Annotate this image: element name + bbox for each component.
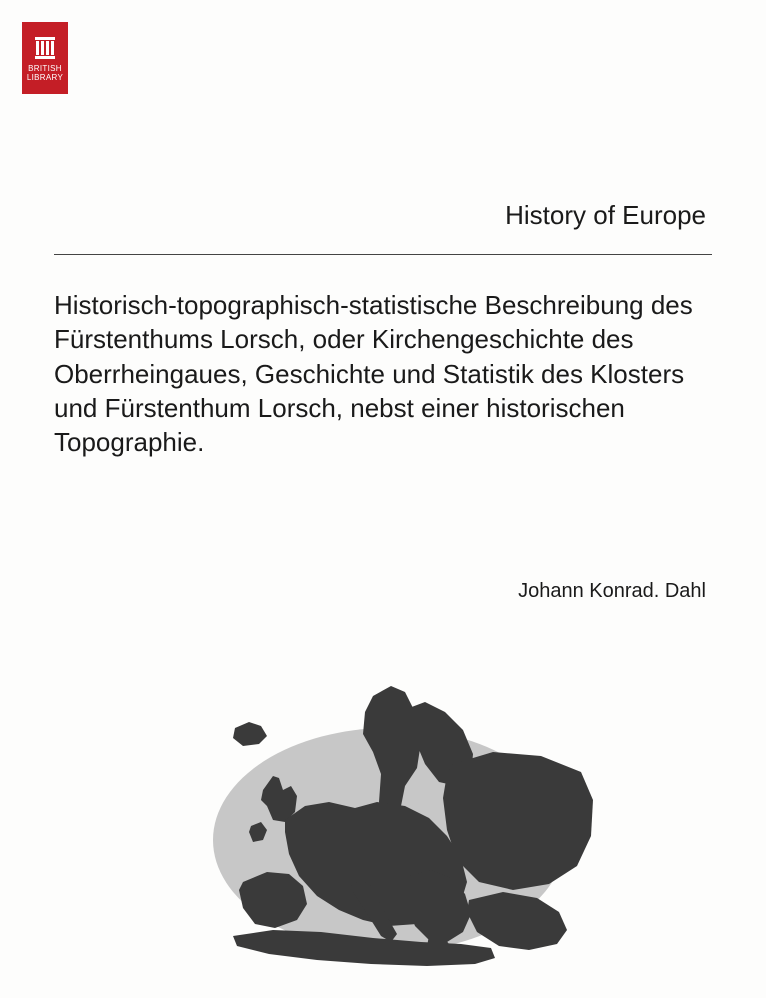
library-gate-icon — [33, 33, 57, 61]
stamp-line2: LIBRARY — [27, 74, 63, 83]
book-cover: BRITISH LIBRARY History of Europe Histor… — [0, 0, 766, 998]
europe-map-icon — [173, 668, 593, 968]
map-container — [0, 668, 766, 968]
stamp-label: BRITISH LIBRARY — [27, 65, 63, 83]
series-label: History of Europe — [505, 200, 706, 231]
british-library-stamp: BRITISH LIBRARY — [22, 22, 68, 94]
author-name: Johann Konrad. Dahl — [518, 580, 706, 603]
horizontal-rule — [54, 254, 712, 255]
book-title: Historisch-topographisch-statistische Be… — [54, 288, 712, 460]
